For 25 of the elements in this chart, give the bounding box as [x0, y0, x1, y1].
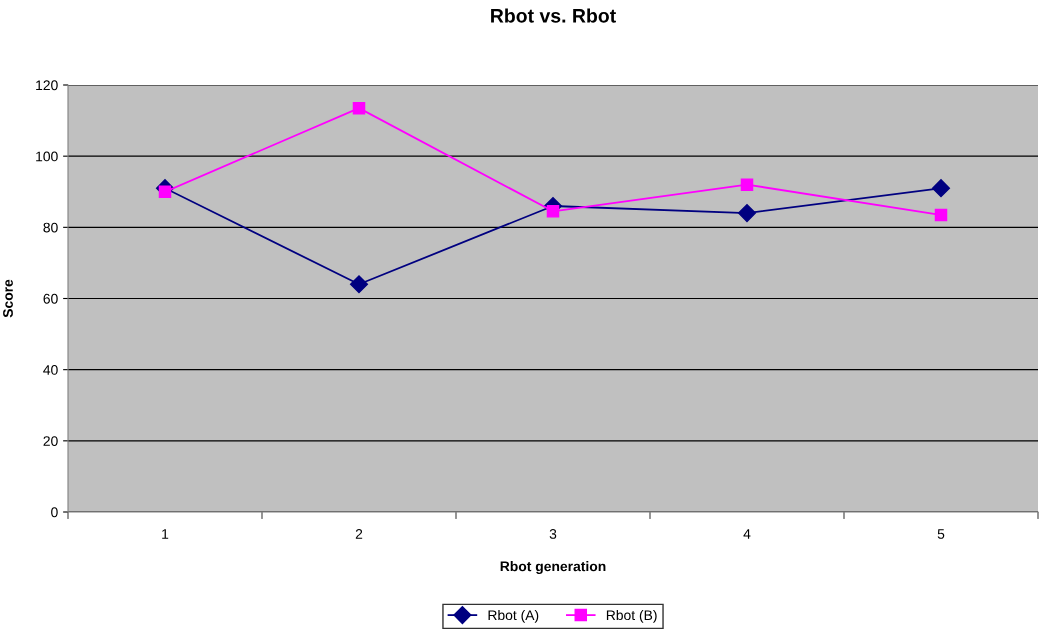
- y-tick-label: 120: [36, 80, 58, 91]
- point: [546, 205, 560, 218]
- x-tick-label: 4: [743, 529, 751, 539]
- y-tick-label: 60: [43, 293, 58, 304]
- chart-title: Rbot vs. Rbot: [491, 8, 616, 23]
- point: [931, 179, 951, 198]
- x-tick-label: 3: [549, 529, 557, 539]
- y-tick-label: 40: [43, 365, 58, 375]
- point: [158, 185, 172, 199]
- point: [349, 275, 369, 294]
- point: [934, 208, 948, 222]
- point: [737, 204, 757, 223]
- x-axis-title: Rbot generation: [500, 561, 606, 575]
- y-tick-label: 20: [43, 436, 58, 446]
- legend-label: Rbot (B): [606, 609, 657, 623]
- point: [352, 101, 366, 115]
- x-tick-label: 1: [162, 529, 169, 539]
- x-tick-label: 5: [937, 529, 945, 539]
- y-axis-title: Score: [3, 279, 13, 318]
- x-tick-label: 2: [355, 529, 363, 539]
- y-tick-label: 80: [43, 222, 58, 233]
- legend-label: Rbot (A): [488, 609, 539, 623]
- y-tick-label: 0: [51, 507, 58, 518]
- y-tick-label: 100: [36, 151, 58, 162]
- point: [740, 178, 754, 191]
